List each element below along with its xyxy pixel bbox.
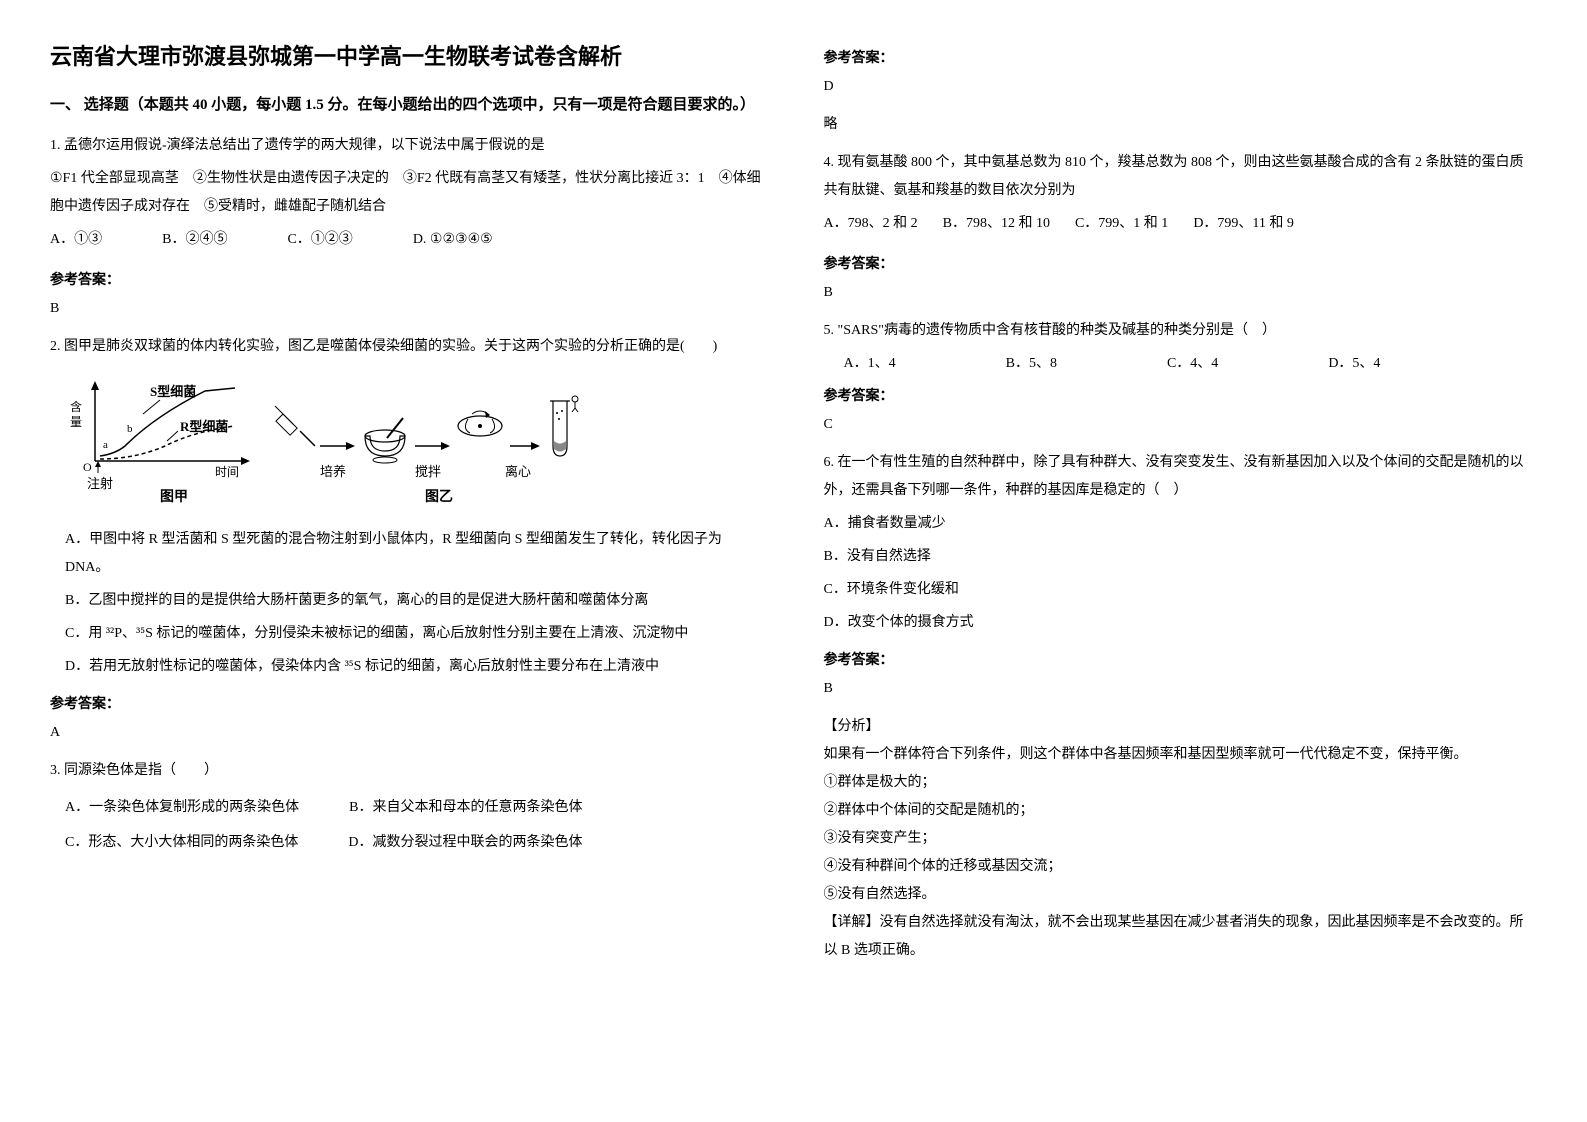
q5-answer: C (824, 411, 1538, 439)
section-header: 一、 选择题（本题共 40 小题，每小题 1.5 分。在每小题给出的四个选项中，… (50, 93, 764, 117)
fig-s-label: S型细菌 (150, 384, 196, 399)
q3-answer-label: 参考答案： (824, 45, 1538, 73)
svg-text:量: 量 (70, 415, 82, 429)
fig-r-label: R型细菌 (180, 419, 228, 434)
q3-text: 3. 同源染色体是指（ ） (50, 757, 764, 785)
q1-optD: D. ①②③④⑤ (413, 226, 493, 254)
fig-culture-label: 培养 (320, 464, 346, 479)
q3-optC: C．形态、大小大体相同的两条染色体 (65, 825, 298, 860)
q1-answer-label: 参考答案： (50, 267, 764, 295)
q2-optA: A．甲图中将 R 型活菌和 S 型死菌的混合物注射到小鼠体内，R 型细菌向 S … (50, 526, 764, 582)
diagram-svg: 含 量 时间 O a b S型细菌 R型细菌 注射 图甲 (65, 376, 585, 506)
q2-optD: D．若用无放射性标记的噬菌体，侵染体内含 ³⁵S 标记的细菌，离心后放射性主要分… (50, 653, 764, 681)
q6-analysis-label: 【分析】 (824, 713, 1538, 741)
q1-text: 1. 孟德尔运用假说-演绎法总结出了遗传学的两大规律，以下说法中属于假说的是 (50, 132, 764, 160)
q5-optC: C．4、4 (1167, 350, 1218, 378)
q6-answer: B (824, 675, 1538, 703)
q2-text: 2. 图甲是肺炎双球菌的体内转化实验，图乙是噬菌体侵染细菌的实验。关于这两个实验… (50, 333, 764, 361)
fig-amount-label: 含 (70, 399, 82, 414)
q2-optB: B．乙图中搅拌的目的是提供给大肠杆菌更多的氧气，离心的目的是促进大肠杆菌和噬菌体… (50, 587, 764, 615)
q2-figure: 含 量 时间 O a b S型细菌 R型细菌 注射 图甲 (65, 376, 764, 511)
fig-inject-label: 注射 (87, 476, 113, 491)
q5-options: A．1、4 B．5、8 C．4、4 D．5、4 (824, 350, 1538, 378)
q6-analysis1: 如果有一个群体符合下列条件，则这个群体中各基因频率和基因型频率就可一代代稳定不变… (824, 741, 1538, 769)
q5-text: 5. "SARS"病毒的遗传物质中含有核苷酸的种类及碱基的种类分别是（ ） (824, 317, 1538, 345)
q6-answer-label: 参考答案： (824, 647, 1538, 675)
svg-text:b: b (127, 423, 133, 435)
fig-time-label: 时间 (215, 465, 239, 479)
q2-answer-label: 参考答案： (50, 691, 764, 719)
fig-centrifuge-label: 离心 (505, 464, 531, 479)
q4-optA: A．798、2 和 2 (824, 210, 918, 238)
fig-stir-label: 搅拌 (415, 464, 441, 479)
svg-text:O: O (83, 460, 92, 474)
q6-detail-label: 【详解】 (824, 915, 880, 930)
q1-answer: B (50, 295, 764, 323)
q6-optB: B．没有自然选择 (824, 543, 1538, 571)
q2-answer: A (50, 719, 764, 747)
q3-optB: B．来自父本和母本的任意两条染色体 (349, 790, 582, 825)
q4-answer: B (824, 279, 1538, 307)
q1-options: A．①③ B．②④⑤ C．①②③ D. ①②③④⑤ (50, 226, 764, 254)
q3-answer: D (824, 73, 1538, 101)
q6-text: 6. 在一个有性生殖的自然种群中，除了具有种群大、没有突变发生、没有新基因加入以… (824, 449, 1538, 505)
q1-statements: ①F1 代全部显现高茎 ②生物性状是由遗传因子决定的 ③F2 代既有高茎又有矮茎… (50, 165, 764, 221)
fig-jia-label: 图甲 (160, 489, 188, 505)
q6-analysis4: ③没有突变产生； (824, 825, 1538, 853)
q4-text: 4. 现有氨基酸 800 个，其中氨基总数为 810 个，羧基总数为 808 个… (824, 149, 1538, 205)
q6-analysis3: ②群体中个体间的交配是随机的； (824, 797, 1538, 825)
q5-optA: A．1、4 (844, 350, 896, 378)
q4-optD: D．799、11 和 9 (1193, 210, 1294, 238)
svg-text:a: a (103, 439, 108, 451)
q6-analysis6: ⑤没有自然选择。 (824, 881, 1538, 909)
q6-detail-text: 没有自然选择就没有淘汰，就不会出现某些基因在减少甚者消失的现象，因此基因频率是不… (824, 915, 1524, 958)
q4-options: A．798、2 和 2 B．798、12 和 10 C．799、1 和 1 D．… (824, 210, 1538, 238)
q6-optD: D．改变个体的摄食方式 (824, 609, 1538, 637)
q1-optC: C．①②③ (287, 226, 352, 254)
q3-options: A．一条染色体复制形成的两条染色体 B．来自父本和母本的任意两条染色体 C．形态… (50, 790, 764, 860)
left-column: 云南省大理市弥渡县弥城第一中学高一生物联考试卷含解析 一、 选择题（本题共 40… (50, 40, 764, 1082)
q4-answer-label: 参考答案： (824, 251, 1538, 279)
page-title: 云南省大理市弥渡县弥城第一中学高一生物联考试卷含解析 (50, 40, 764, 73)
q1-optA: A．①③ (50, 226, 102, 254)
q3-optA: A．一条染色体复制形成的两条染色体 (65, 790, 299, 825)
q3-optD: D．减数分裂过程中联会的两条染色体 (348, 825, 582, 860)
q2-optC: C．用 ³²P、³⁵S 标记的噬菌体，分别侵染未被标记的细菌，离心后放射性分别主… (50, 620, 764, 648)
q3-answer-sub: 略 (824, 111, 1538, 139)
q5-optB: B．5、8 (1006, 350, 1057, 378)
q6-optC: C．环境条件变化缓和 (824, 576, 1538, 604)
q6-analysis2: ①群体是极大的； (824, 769, 1538, 797)
q6-optA: A．捕食者数量减少 (824, 510, 1538, 538)
q4-optB: B．798、12 和 10 (943, 210, 1050, 238)
q5-optD: D．5、4 (1328, 350, 1380, 378)
q6-detail: 【详解】没有自然选择就没有淘汰，就不会出现某些基因在减少甚者消失的现象，因此基因… (824, 909, 1538, 965)
q5-answer-label: 参考答案： (824, 383, 1538, 411)
fig-yi-label: 图乙 (425, 489, 453, 505)
q1-optB: B．②④⑤ (162, 226, 227, 254)
q6-analysis5: ④没有种群间个体的迁移或基因交流； (824, 853, 1538, 881)
q4-optC: C．799、1 和 1 (1075, 210, 1168, 238)
right-column: 参考答案： D 略 4. 现有氨基酸 800 个，其中氨基总数为 810 个，羧… (824, 40, 1538, 1082)
